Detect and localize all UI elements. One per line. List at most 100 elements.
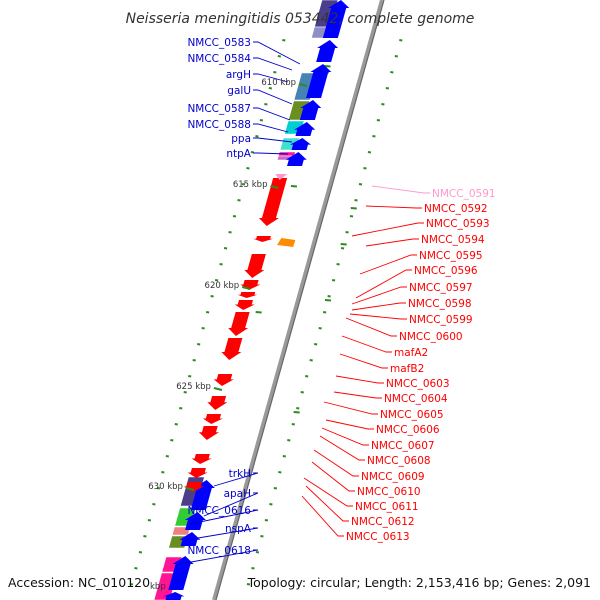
reverse-gene-label[interactable]: NMCC_0603 xyxy=(386,378,450,390)
gc-tick xyxy=(318,327,322,330)
reverse-gene-label[interactable]: NMCC_0598 xyxy=(408,298,472,310)
reverse-gene-label[interactable]: mafB2 xyxy=(390,363,424,375)
reverse-gene-label[interactable]: NMCC_0600 xyxy=(399,331,463,343)
gc-tick xyxy=(278,471,282,474)
forward-gene-arrow[interactable] xyxy=(294,122,316,136)
reverse-gene-label[interactable]: NMCC_0610 xyxy=(357,486,421,498)
reverse-gene-label[interactable]: NMCC_0593 xyxy=(426,218,490,230)
reverse-gene-label[interactable]: NMCC_0608 xyxy=(367,455,431,467)
reverse-gene-label[interactable]: NMCC_0591 xyxy=(432,188,496,200)
gc-tick xyxy=(336,263,340,266)
gc-tick xyxy=(290,185,298,188)
gc-tick xyxy=(394,55,398,58)
forward-gene-label[interactable]: NMCC_0588 xyxy=(187,119,251,131)
gene-leader-line xyxy=(323,401,378,415)
gc-tick xyxy=(210,295,214,298)
reverse-gene-arrow[interactable] xyxy=(213,374,234,386)
forward-gene-label[interactable]: NMCC_0616 xyxy=(187,505,251,517)
gc-tick xyxy=(241,183,246,186)
reverse-gene-label[interactable]: NMCC_0592 xyxy=(424,203,488,215)
forward-gene-label[interactable]: argH xyxy=(226,69,251,81)
reverse-gene-label[interactable]: NMCC_0597 xyxy=(409,282,473,294)
forward-gene-label[interactable]: NMCC_0618 xyxy=(187,545,251,557)
gene-leader-line xyxy=(213,472,259,487)
forward-gene-label[interactable]: apaH xyxy=(224,488,251,500)
gc-tick xyxy=(314,343,318,346)
reverse-gene-label[interactable]: NMCC_0606 xyxy=(376,424,440,436)
reverse-gene-arrow[interactable] xyxy=(228,312,250,336)
reverse-gene-label[interactable]: NMCC_0604 xyxy=(384,393,448,405)
gc-tick xyxy=(372,135,376,138)
gc-tick xyxy=(287,439,291,442)
reverse-gene-arrow[interactable] xyxy=(244,254,266,278)
reverse-gene-arrow[interactable] xyxy=(258,178,288,226)
gc-tick xyxy=(350,207,357,210)
scale-label: 630 kbp xyxy=(148,482,183,492)
reverse-gene-label[interactable]: NMCC_0605 xyxy=(380,409,444,421)
scale-tick xyxy=(241,286,251,290)
forward-gene-arrow[interactable] xyxy=(163,592,185,600)
forward-gene-arrow[interactable] xyxy=(306,64,332,98)
reverse-gene-label[interactable]: NMCC_0609 xyxy=(361,471,425,483)
forward-gene-label[interactable]: NMCC_0584 xyxy=(187,53,251,65)
reverse-gene-label[interactable]: NMCC_0612 xyxy=(351,516,415,528)
reverse-gene-label[interactable]: NMCC_0607 xyxy=(371,440,435,452)
gc-tick xyxy=(219,263,223,266)
forward-gene-label[interactable]: NMCC_0583 xyxy=(187,37,251,49)
forward-gene-arrow[interactable] xyxy=(184,512,206,530)
gc-tick xyxy=(246,167,250,170)
forward-gene-label[interactable]: NMCC_0587 xyxy=(187,103,251,115)
gene-leader-line xyxy=(349,313,407,320)
reverse-gene-arrow[interactable] xyxy=(191,454,212,464)
forward-gene-label[interactable]: ntpA xyxy=(226,148,251,160)
scale-label: 615 kbp xyxy=(233,180,268,190)
gene-leader-line xyxy=(305,485,349,522)
gene-leader-line xyxy=(351,286,407,305)
reverse-gene-label[interactable]: NMCC_0595 xyxy=(419,250,483,262)
reverse-gene-arrow[interactable] xyxy=(240,280,261,290)
gc-tick xyxy=(156,487,161,490)
reverse-gene-arrow[interactable] xyxy=(207,396,228,410)
reverse-gene-arrow[interactable] xyxy=(253,236,274,242)
gc-tick xyxy=(237,199,241,202)
forward-gene-arrow[interactable] xyxy=(316,40,339,62)
forward-gene-arrow[interactable] xyxy=(285,152,307,166)
gc-tick xyxy=(349,215,354,218)
reverse-gene-label[interactable]: NMCC_0594 xyxy=(421,234,485,246)
gc-tick xyxy=(340,243,347,246)
gene-leader-line xyxy=(319,435,365,461)
reverse-gene-arrow[interactable] xyxy=(198,426,219,440)
reverse-gene-label[interactable]: NMCC_0611 xyxy=(355,501,419,513)
reverse-gene-label[interactable]: NMCC_0599 xyxy=(409,314,473,326)
reverse-gene-arrow[interactable] xyxy=(237,292,258,298)
gc-tick xyxy=(246,583,251,586)
reverse-gene-arrow[interactable] xyxy=(221,338,243,360)
forward-gene-arrow[interactable] xyxy=(299,100,322,120)
forward-gene-arrow[interactable] xyxy=(168,556,194,590)
forward-gene-label[interactable]: ppa xyxy=(231,133,251,145)
reverse-gene-arrow[interactable] xyxy=(234,300,255,310)
scale-tick xyxy=(213,387,223,391)
gene-leader-line xyxy=(203,492,259,517)
gc-tick xyxy=(399,39,403,42)
forward-gene-arrow[interactable] xyxy=(290,138,312,150)
forward-gene-arrow[interactable] xyxy=(322,0,350,38)
gc-tick xyxy=(268,87,273,90)
scale-label-stub: kbp xyxy=(150,582,166,592)
gc-tick xyxy=(291,423,295,426)
forward-gene-label[interactable]: trkH xyxy=(229,468,251,480)
pseudogene-arrow[interactable] xyxy=(275,174,288,180)
reverse-gene-label[interactable]: NMCC_0613 xyxy=(346,531,410,543)
gene-leader-line xyxy=(253,89,293,105)
reverse-gene-label[interactable]: NMCC_0596 xyxy=(414,265,478,277)
forward-gene-label[interactable]: nspA xyxy=(225,523,252,535)
accession-label: Accession: NC_010120 xyxy=(8,575,150,590)
gc-tick xyxy=(300,391,304,394)
reverse-gene-arrow[interactable] xyxy=(202,414,223,424)
gene-leader-line xyxy=(333,391,382,399)
forward-gene-label[interactable]: galU xyxy=(227,85,251,97)
reverse-gene-arrow[interactable] xyxy=(187,468,208,478)
reverse-gene-label[interactable]: mafA2 xyxy=(394,347,428,359)
gene-leader-line xyxy=(351,302,406,311)
